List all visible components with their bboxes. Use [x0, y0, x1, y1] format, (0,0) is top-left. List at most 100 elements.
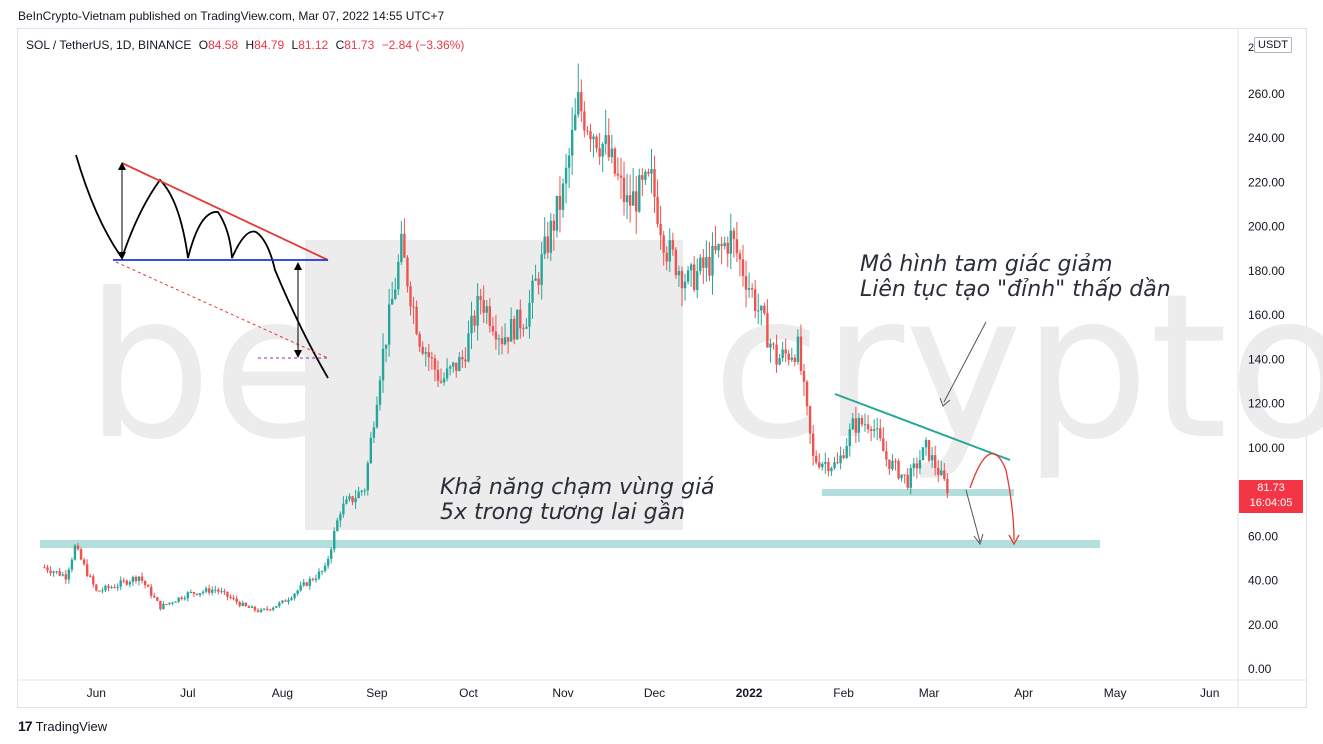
candle-body — [189, 592, 193, 594]
candle-body — [622, 177, 626, 203]
open-label: O — [198, 38, 209, 52]
candle-body — [226, 591, 229, 597]
candle-body — [333, 531, 336, 550]
candle-body — [336, 520, 339, 532]
candle-body — [635, 191, 638, 212]
candle-body — [452, 362, 455, 367]
candle-body — [116, 586, 119, 588]
candle-body — [921, 447, 925, 461]
candle-body — [702, 257, 705, 268]
callout-pointer — [943, 321, 987, 403]
ohlc-legend: SOL / TetherUS, 1D, BINANCE O84.58 H84.7… — [26, 38, 464, 52]
candle-body — [363, 490, 366, 492]
candles-layer — [43, 63, 949, 613]
candle-body — [741, 259, 745, 276]
candle-body — [284, 600, 287, 602]
candle-body — [814, 455, 818, 463]
candle-body — [241, 602, 244, 606]
candle-body — [686, 270, 690, 282]
candle-body — [793, 357, 797, 362]
candle-body — [256, 610, 260, 612]
candle-body — [204, 588, 208, 592]
candle-body — [317, 571, 321, 579]
candle-body — [821, 463, 824, 468]
candle-body — [104, 585, 107, 591]
candle-body — [61, 574, 64, 576]
candle-body — [119, 580, 122, 587]
candle-body — [369, 437, 373, 464]
candle-body — [799, 336, 803, 372]
candle-body — [125, 580, 129, 585]
candle-body — [455, 362, 458, 371]
tradingview-logo-icon: 17 — [18, 718, 33, 734]
candle-body — [732, 230, 736, 240]
candle-body — [616, 173, 620, 176]
candle-body — [656, 196, 659, 224]
candle-body — [561, 183, 565, 210]
candle-body — [705, 256, 708, 268]
open-value: 84.58 — [208, 38, 239, 52]
candle-body — [473, 315, 476, 326]
x-tick-label: Jun — [1200, 686, 1219, 700]
candle-body — [583, 111, 586, 131]
candle-body — [516, 309, 519, 340]
candle-body — [403, 233, 406, 258]
candle-body — [238, 602, 241, 606]
candle-body — [128, 581, 132, 585]
candle-body — [885, 451, 888, 460]
candle-body — [882, 438, 885, 452]
candle-body — [409, 286, 412, 307]
candle-body — [235, 598, 238, 603]
candle-body — [592, 136, 595, 140]
candle-body — [278, 602, 281, 607]
candle-body — [262, 608, 266, 610]
candle-body — [387, 304, 391, 345]
candle-body — [894, 460, 897, 462]
candle-body — [558, 195, 562, 210]
currency-unit-button[interactable]: USDT — [1254, 37, 1292, 53]
tradingview-footer[interactable]: 17 TradingView — [18, 718, 107, 734]
candle-body — [879, 428, 882, 439]
candle-body — [552, 220, 556, 231]
candle-body — [933, 455, 937, 468]
candle-body — [848, 429, 851, 447]
candle-body — [619, 175, 623, 178]
watermark-left: be — [85, 251, 335, 484]
candle-body — [735, 239, 739, 254]
last-price-tag: 81.73 16:04:05 — [1239, 480, 1303, 513]
candle-body — [220, 591, 223, 593]
candle-body — [497, 338, 501, 340]
time-axis[interactable]: Jun Jul Aug Sep Oct Nov Dec 2022 Feb Mar Apr May Jun — [87, 686, 1220, 700]
candle-body — [329, 549, 333, 560]
candle-body — [287, 599, 290, 602]
candle-body — [711, 245, 714, 276]
candle-body — [760, 305, 763, 311]
candle-body — [714, 245, 717, 251]
candle-body — [476, 296, 479, 326]
candle-body — [610, 148, 614, 158]
x-tick-label: May — [1104, 686, 1127, 700]
candle-body — [293, 593, 296, 599]
candle-body — [195, 593, 199, 595]
candle-body — [534, 278, 537, 281]
y-tick-label: 160.00 — [1248, 308, 1285, 322]
candle-body — [375, 404, 379, 428]
candle-body — [903, 474, 906, 476]
candle-body — [506, 337, 510, 342]
candle-body — [110, 587, 113, 589]
annotation-triangle-title: Mô hình tam giác giảm — [860, 252, 1113, 277]
close-label: C — [335, 38, 345, 52]
candle-body — [555, 195, 559, 231]
candle-body — [323, 565, 327, 572]
candle-body — [509, 318, 513, 342]
candle-body — [485, 306, 488, 313]
high-value: 84.79 — [254, 38, 285, 52]
candle-body — [366, 463, 369, 491]
candle-body — [876, 428, 879, 430]
price-axis[interactable]: 260.00 240.00 220.00 200.00 180.00 160.00 140.… — [1248, 87, 1285, 676]
candle-body — [839, 455, 842, 464]
candle-body — [394, 289, 397, 299]
candle-body — [70, 559, 74, 570]
candle-body — [671, 240, 675, 250]
